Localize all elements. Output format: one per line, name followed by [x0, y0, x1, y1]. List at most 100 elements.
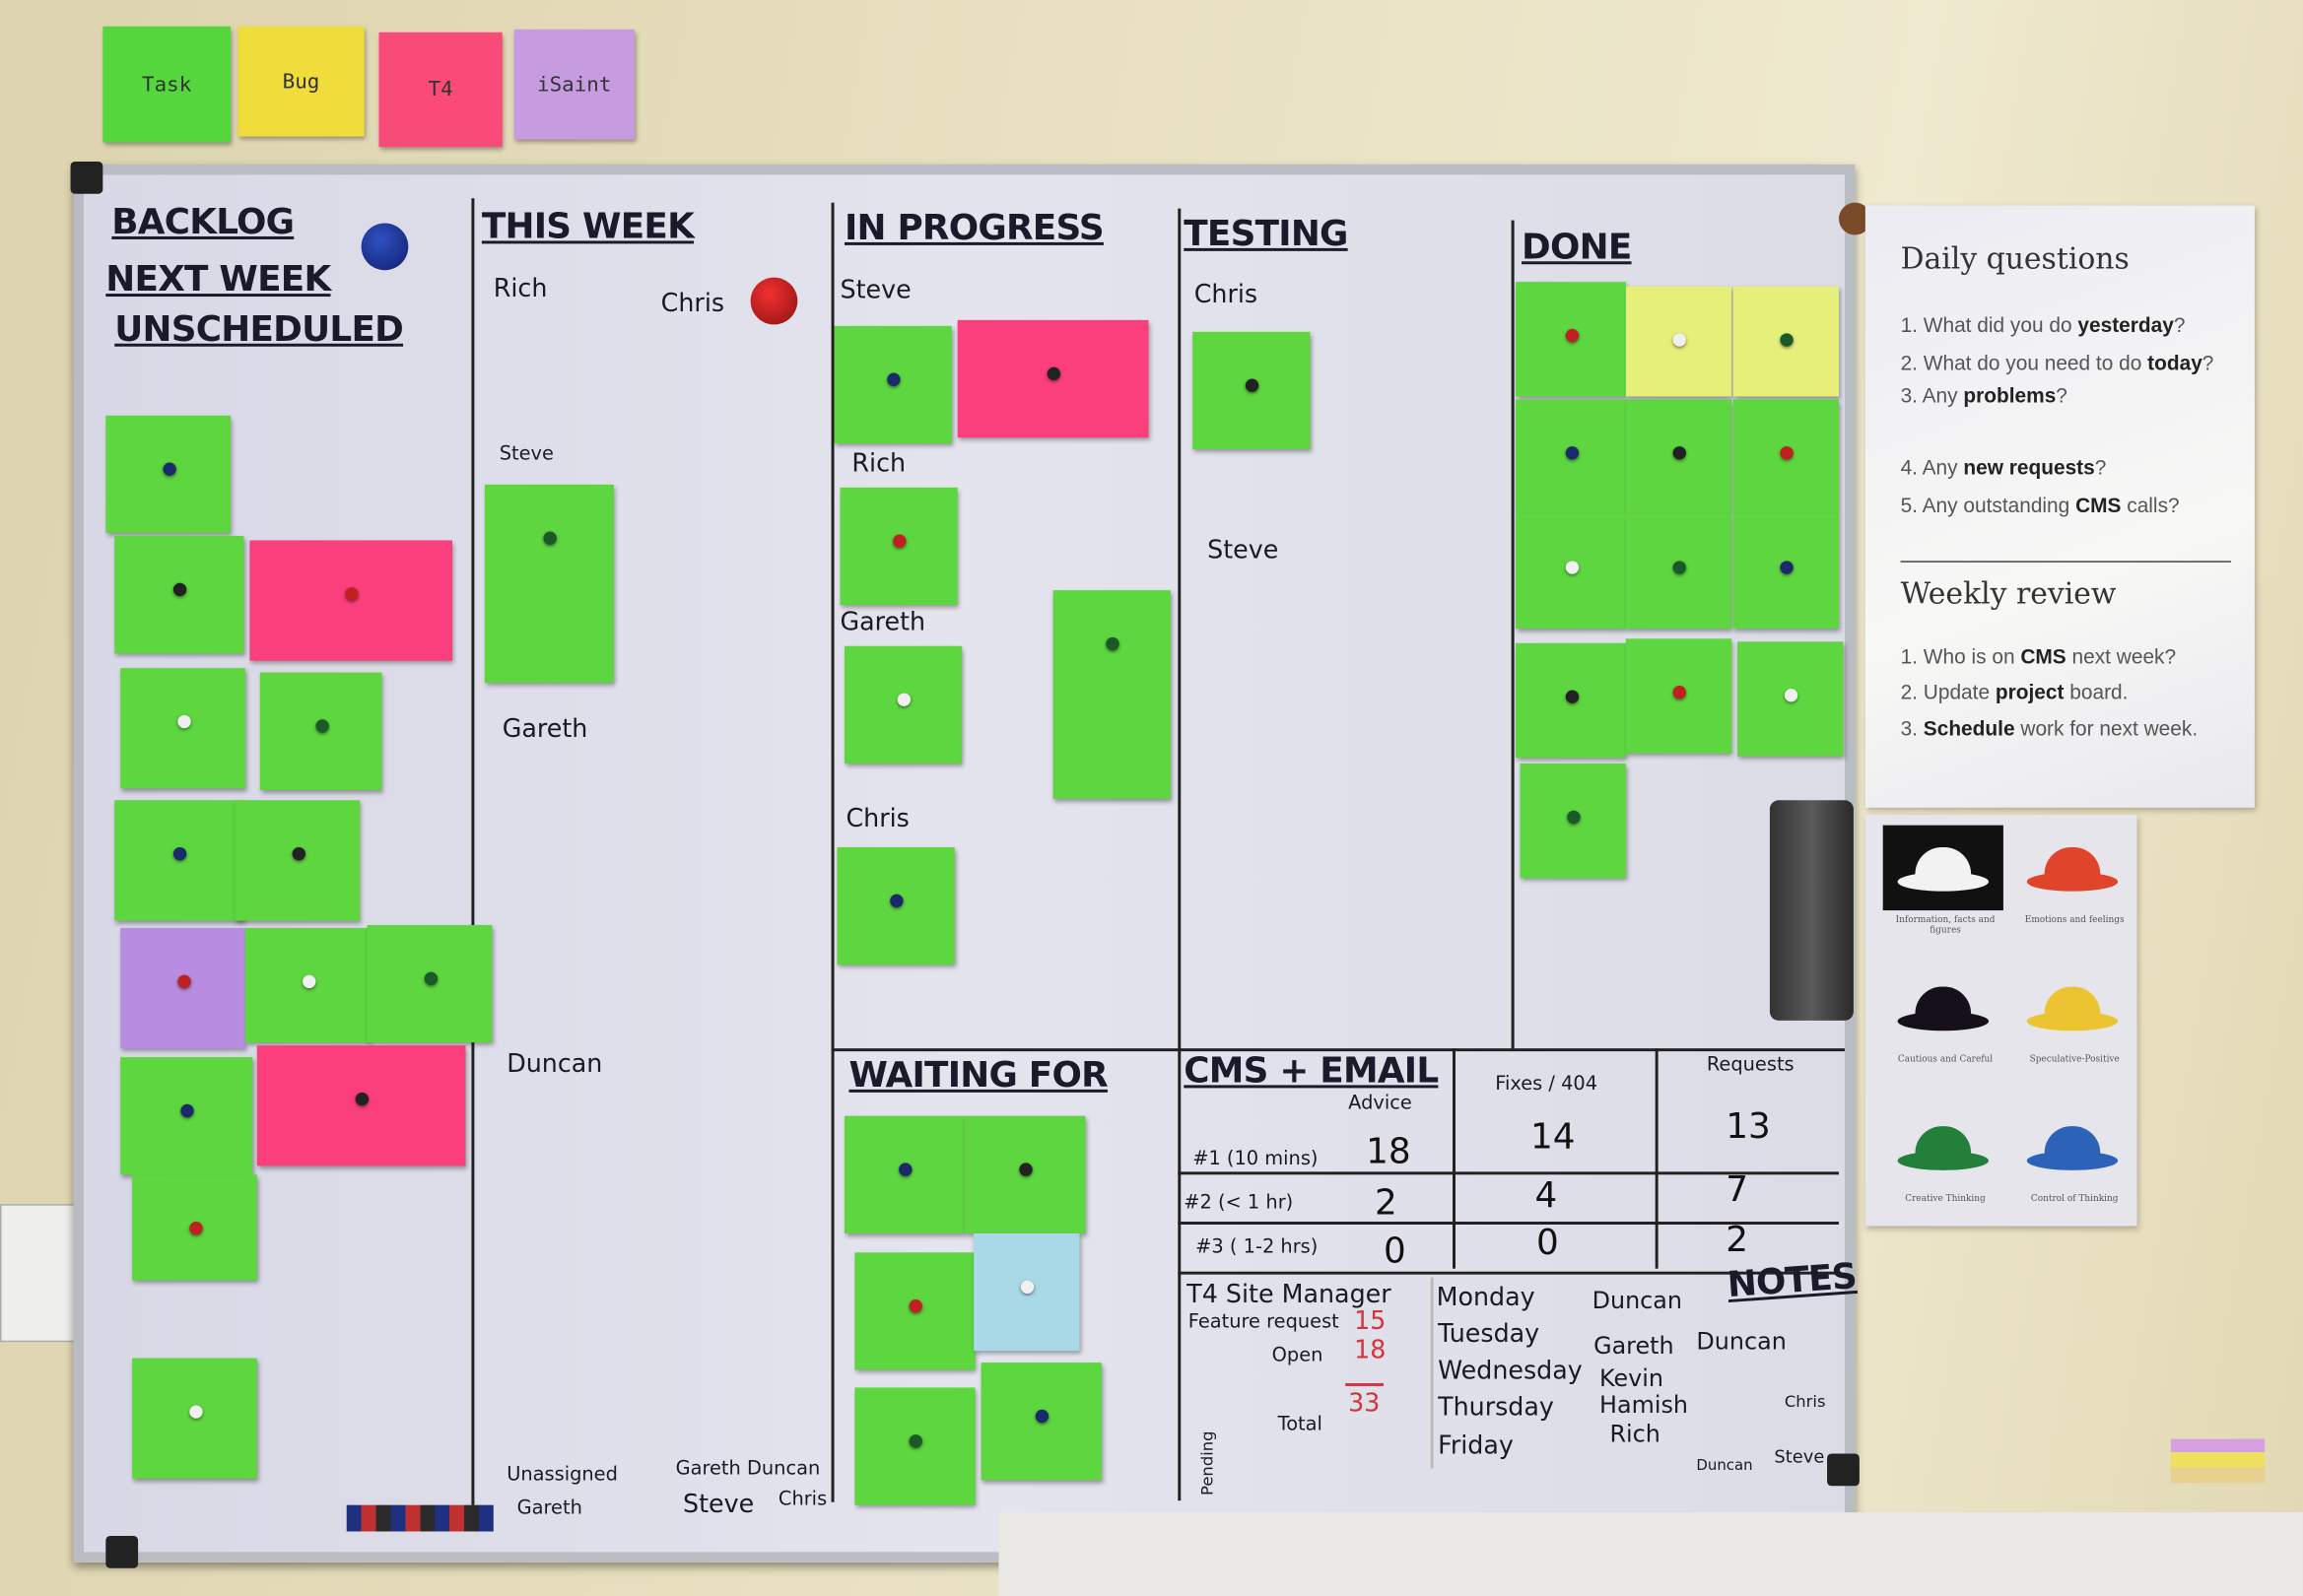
sticky-note[interactable] [120, 668, 245, 789]
pin-magnet-icon [162, 462, 176, 476]
sticky-note[interactable] [1516, 399, 1626, 514]
sticky-note[interactable] [837, 846, 955, 965]
sticky-note[interactable] [120, 1057, 253, 1175]
sticky-note[interactable] [844, 645, 963, 765]
bowler-hat-icon [1897, 1126, 1990, 1170]
pin-magnet-icon [890, 894, 904, 908]
pin-magnet-icon [1047, 366, 1061, 381]
daily-item: 5. Any outstanding CMS calls? [1901, 494, 2180, 517]
weekly-review-title: Weekly review [1900, 575, 2117, 612]
sticky-note[interactable] [235, 800, 361, 921]
item-text: calls? [2121, 493, 2180, 517]
rota-day: Wednesday [1438, 1357, 1583, 1386]
sticky-note[interactable] [1625, 399, 1732, 514]
cms-value: 2 [1726, 1219, 1748, 1260]
sticky-note[interactable] [249, 540, 453, 661]
sticky-note-pad[interactable] [2170, 1438, 2266, 1484]
steve-label: Steve [683, 1490, 755, 1520]
sticky-note[interactable] [259, 672, 382, 790]
weekly-item: 2. Update project board. [1901, 680, 2129, 703]
open-value: 18 [1354, 1336, 1387, 1366]
sticky-note[interactable] [367, 924, 493, 1043]
sticky-note[interactable] [1625, 513, 1732, 629]
rota-name: Steve [1774, 1446, 1825, 1467]
sticky-note[interactable] [844, 1115, 966, 1233]
rota-name: Rich [1609, 1420, 1660, 1448]
red-magnet[interactable] [750, 277, 798, 325]
rota-name: Duncan [1696, 1327, 1787, 1356]
pin-magnet-icon [176, 974, 191, 989]
light-switch [0, 1204, 80, 1343]
item-text: Schedule [1923, 716, 2015, 741]
cms-divider [1178, 1222, 1839, 1225]
blue-magnet[interactable] [361, 223, 409, 271]
item-text: CMS [2020, 644, 2066, 669]
cms-header-requests: Requests [1706, 1054, 1795, 1077]
sticky-note[interactable] [854, 1252, 976, 1370]
cms-header-fixes: Fixes / 404 [1495, 1073, 1598, 1096]
pin-magnet-icon [1565, 561, 1579, 574]
swimlane-duncan: Duncan [507, 1049, 603, 1080]
sticky-note[interactable] [105, 415, 231, 534]
sticky-note[interactable] [1516, 513, 1626, 629]
pin-magnet-icon [893, 534, 907, 548]
pin-magnet-icon [909, 1434, 922, 1448]
sticky-note[interactable] [244, 927, 371, 1043]
sticky-note[interactable] [965, 1115, 1086, 1233]
hat-caption: Emotions and feelings [2024, 914, 2125, 925]
swimlane-chris: Chris [660, 289, 725, 319]
swimlane-gareth: Gareth [502, 714, 588, 745]
rota-day: Tuesday [1438, 1319, 1540, 1350]
sticky-note[interactable] [1625, 638, 1732, 754]
sticky-note[interactable] [1516, 642, 1626, 759]
rota-day: Thursday [1438, 1393, 1554, 1424]
pin-magnet-icon [345, 587, 359, 601]
rota-name: Duncan [1696, 1457, 1753, 1475]
sticky-note[interactable] [981, 1363, 1102, 1481]
sticky-note[interactable] [957, 319, 1149, 438]
cms-value: 13 [1726, 1105, 1771, 1148]
pin-magnet-icon [188, 1222, 202, 1235]
rota-day: Friday [1438, 1431, 1514, 1461]
sticky-note[interactable] [256, 1045, 466, 1166]
sticky-note[interactable] [1192, 331, 1311, 450]
daily-item: 3. Any problems? [1901, 383, 2067, 407]
item-text: problems [1963, 382, 2057, 407]
rota-day: Monday [1436, 1283, 1535, 1313]
legend-isaint-note: iSaint [513, 29, 635, 140]
gareth-duncan-label: Gareth Duncan [675, 1457, 821, 1481]
cms-value: 14 [1529, 1115, 1576, 1158]
testing-heading: TESTING [1184, 213, 1348, 254]
sticky-note[interactable] [1625, 286, 1732, 397]
sticky-note[interactable] [120, 927, 245, 1049]
sticky-note[interactable] [1516, 282, 1626, 397]
item-text: board. [2064, 680, 2129, 703]
sticky-note[interactable] [974, 1232, 1080, 1352]
sticky-note[interactable] [1732, 286, 1839, 397]
sticky-note[interactable] [1732, 513, 1839, 629]
sticky-note[interactable] [132, 1174, 257, 1281]
board-corner [70, 161, 103, 194]
sticky-note[interactable] [840, 487, 958, 606]
bowler-hat-icon [2026, 986, 2119, 1031]
pin-magnet-icon [188, 1405, 202, 1419]
item-text: next week? [2066, 644, 2177, 669]
sticky-note[interactable] [854, 1387, 976, 1505]
column-divider [1178, 208, 1182, 1501]
bowler-hat-icon [2026, 846, 2119, 892]
feature-request-value: 15 [1354, 1306, 1387, 1337]
sticky-note[interactable] [484, 484, 614, 684]
sticky-note[interactable] [114, 800, 244, 921]
sticky-note[interactable] [1737, 641, 1844, 757]
sticky-note[interactable] [1520, 764, 1626, 879]
sticky-note[interactable] [834, 325, 952, 444]
waiting-for-heading: WAITING FOR [848, 1054, 1108, 1096]
whiteboard-eraser[interactable] [1769, 800, 1854, 1021]
sticky-note[interactable] [132, 1358, 257, 1479]
in-progress-chris: Chris [846, 804, 910, 834]
sticky-note[interactable] [1052, 590, 1171, 799]
pin-magnet-icon [1035, 1409, 1050, 1424]
sticky-note[interactable] [1732, 399, 1839, 514]
cms-header-advice: Advice [1348, 1092, 1412, 1115]
sticky-note[interactable] [114, 535, 244, 654]
